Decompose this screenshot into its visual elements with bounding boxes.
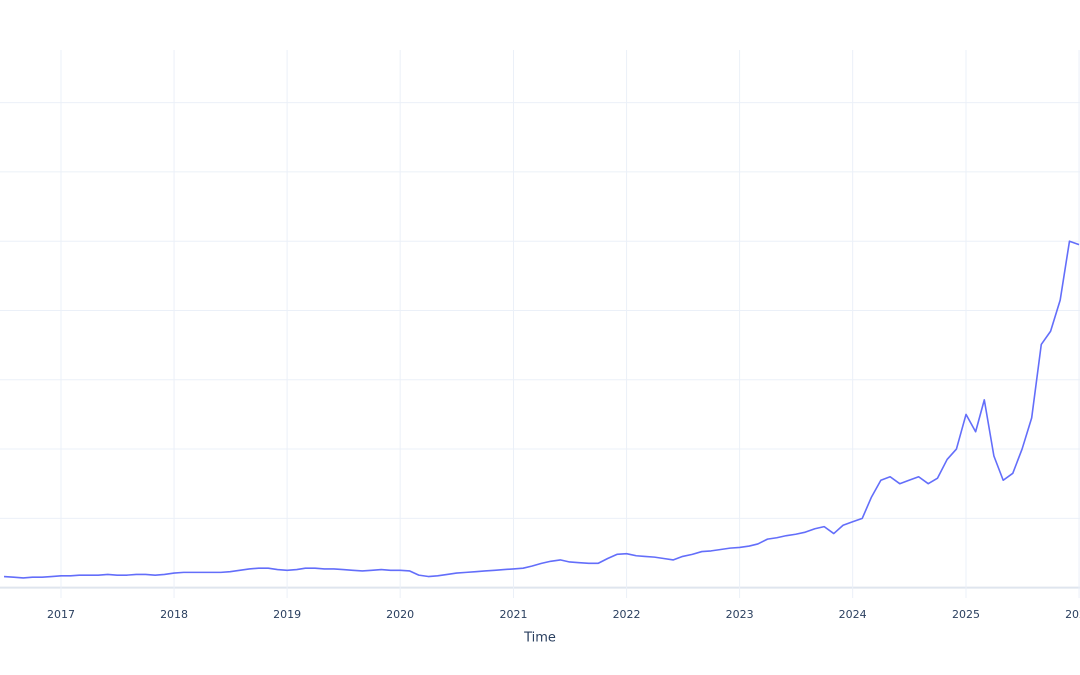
x-tick-label: 2024 (839, 608, 867, 621)
x-tick-label: 2017 (47, 608, 75, 621)
x-tick-label: 2025 (952, 608, 980, 621)
x-tick-label: 2021 (500, 608, 528, 621)
x-tick-label: 2023 (726, 608, 754, 621)
x-tick-label: 2018 (160, 608, 188, 621)
x-tick-label: 2020 (386, 608, 414, 621)
x-tick-label: 2022 (613, 608, 641, 621)
x-tick-label: 2019 (273, 608, 301, 621)
x-axis-title: Time (523, 631, 556, 646)
x-tick-label: 2026 (1065, 608, 1080, 621)
line (3, 240, 1080, 579)
